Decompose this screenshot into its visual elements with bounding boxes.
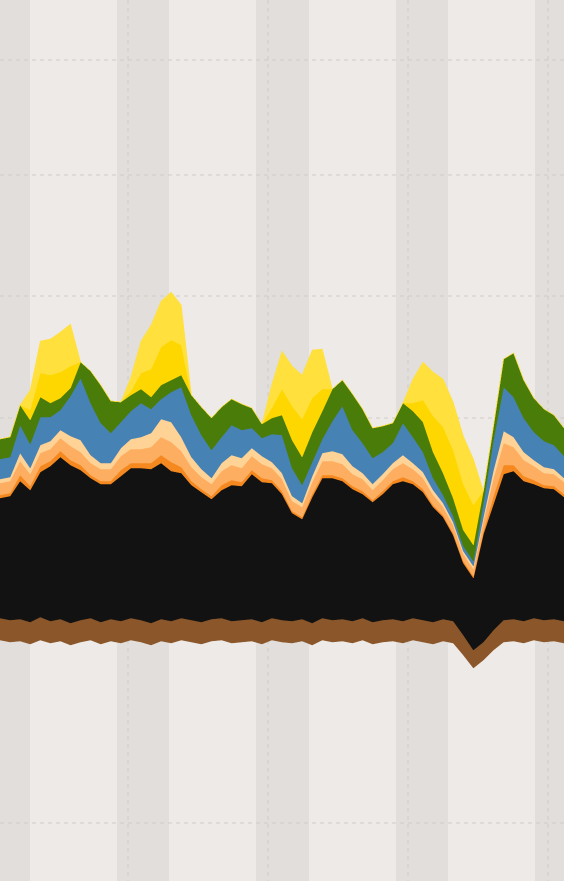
area-series-8: [0, 291, 564, 506]
area-series: [0, 291, 564, 669]
